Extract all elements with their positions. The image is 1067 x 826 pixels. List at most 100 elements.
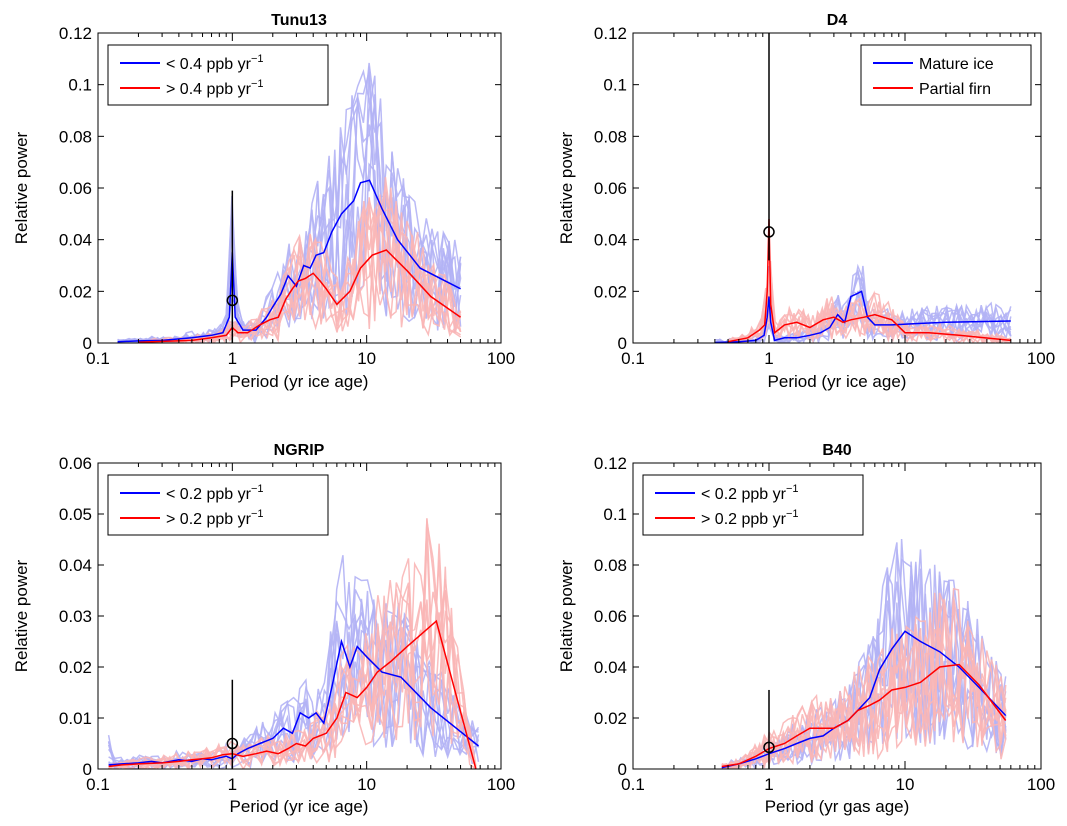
y-tick-label: 0.1 bbox=[603, 505, 627, 524]
y-tick-label: 0.08 bbox=[594, 556, 627, 575]
panel-tunu13: Tunu13 Period (yr ice age) Relative powe… bbox=[12, 12, 515, 391]
x-tick-label: 1 bbox=[764, 775, 773, 794]
legend-unit-exponent: −1 bbox=[251, 483, 264, 495]
y-tick-label: 0.12 bbox=[59, 24, 92, 43]
legend: < 0.2 ppb yr−1 > 0.2 ppb yr−1 bbox=[107, 474, 329, 536]
x-axis-label: Period (yr ice age) bbox=[768, 372, 907, 391]
panel-title: Tunu13 bbox=[271, 12, 327, 29]
series-line bbox=[727, 218, 1011, 343]
x-tick-label: 100 bbox=[1027, 349, 1055, 368]
y-axis-label: Relative power bbox=[557, 131, 576, 244]
legend-label: < 0.2 ppb yr−1 bbox=[701, 483, 799, 503]
legend-unit-exponent: −1 bbox=[251, 508, 264, 520]
y-tick-label: 0.1 bbox=[68, 76, 92, 95]
x-axis-label: Period (yr ice age) bbox=[230, 797, 369, 816]
panel-title: NGRIP bbox=[274, 442, 325, 459]
y-tick-label: 0.02 bbox=[59, 282, 92, 301]
annual-marker bbox=[226, 294, 239, 307]
legend-unit-exponent: −1 bbox=[786, 508, 799, 520]
x-tick-label: 10 bbox=[357, 349, 376, 368]
y-tick-label: 0.12 bbox=[594, 24, 627, 43]
x-tick-label: 1 bbox=[228, 775, 237, 794]
legend: Mature ice Partial firn bbox=[860, 44, 1032, 106]
legend-label: Mature ice bbox=[919, 56, 994, 73]
y-tick-label: 0.1 bbox=[603, 76, 627, 95]
x-tick-label: 10 bbox=[357, 775, 376, 794]
panel-b40: B40 Period (yr gas age) Relative power 0… bbox=[557, 442, 1055, 816]
x-tick-label: 1 bbox=[764, 349, 773, 368]
legend: < 0.4 ppb yr−1 > 0.4 ppb yr−1 bbox=[107, 44, 329, 106]
legend-unit-exponent: −1 bbox=[251, 78, 264, 90]
individual-spectrum bbox=[138, 208, 461, 343]
y-tick-label: 0.06 bbox=[59, 179, 92, 198]
x-tick-label: 1 bbox=[228, 349, 237, 368]
y-tick-label: 0.08 bbox=[594, 127, 627, 146]
series-line bbox=[108, 619, 477, 769]
y-axis-label: Relative power bbox=[12, 559, 31, 672]
legend-label: Partial firn bbox=[919, 81, 991, 98]
x-tick-label: 0.1 bbox=[621, 775, 645, 794]
y-tick-label: 0.03 bbox=[59, 607, 92, 626]
y-axis-label: Relative power bbox=[557, 559, 576, 672]
legend-box bbox=[107, 474, 329, 536]
x-axis-label: Period (yr ice age) bbox=[230, 372, 369, 391]
y-tick-label: 0.04 bbox=[594, 231, 627, 250]
x-tick-label: 100 bbox=[487, 775, 515, 794]
x-axis-label: Period (yr gas age) bbox=[765, 797, 910, 816]
y-tick-label: 0.12 bbox=[594, 454, 627, 473]
panel-ngrip: NGRIP Period (yr ice age) Relative power… bbox=[12, 442, 515, 816]
panel-title: D4 bbox=[827, 12, 848, 29]
y-axis-label: Relative power bbox=[12, 131, 31, 244]
legend-label: < 0.4 ppb yr−1 bbox=[166, 53, 264, 73]
legend-label: > 0.4 ppb yr−1 bbox=[166, 78, 264, 98]
series-line bbox=[108, 638, 479, 766]
annual-marker bbox=[763, 226, 775, 238]
y-tick-label: 0 bbox=[618, 334, 627, 353]
legend: < 0.2 ppb yr−1 > 0.2 ppb yr−1 bbox=[642, 474, 864, 536]
series-line bbox=[117, 179, 461, 343]
x-tick-label: 0.1 bbox=[86, 349, 110, 368]
legend-label: < 0.2 ppb yr−1 bbox=[166, 483, 264, 503]
legend-unit-exponent: −1 bbox=[786, 483, 799, 495]
legend-box bbox=[107, 44, 329, 106]
legend-label: > 0.2 ppb yr−1 bbox=[701, 508, 799, 528]
legend-box bbox=[642, 474, 864, 536]
annual-marker bbox=[226, 737, 239, 750]
y-tick-label: 0.05 bbox=[59, 505, 92, 524]
y-tick-label: 0.04 bbox=[594, 658, 627, 677]
x-tick-label: 10 bbox=[896, 349, 915, 368]
plot-area bbox=[107, 518, 480, 769]
x-tick-label: 100 bbox=[487, 349, 515, 368]
y-tick-label: 0.02 bbox=[594, 282, 627, 301]
y-tick-label: 0.06 bbox=[59, 454, 92, 473]
individual-spectrum bbox=[108, 521, 477, 769]
plot-area bbox=[714, 218, 1012, 343]
y-tick-label: 0 bbox=[83, 334, 92, 353]
annual-marker bbox=[763, 741, 775, 754]
x-tick-label: 0.1 bbox=[621, 349, 645, 368]
legend-box bbox=[860, 44, 1032, 106]
y-tick-label: 0.04 bbox=[59, 231, 92, 250]
y-tick-label: 0.04 bbox=[59, 556, 92, 575]
y-tick-label: 0.06 bbox=[594, 607, 627, 626]
y-tick-label: 0.06 bbox=[594, 179, 627, 198]
panel-d4: D4 Period (yr ice age) Relative power 00… bbox=[557, 12, 1055, 391]
individual-spectrum bbox=[108, 538, 477, 769]
x-tick-label: 0.1 bbox=[86, 775, 110, 794]
x-tick-label: 10 bbox=[896, 775, 915, 794]
individual-spectrum bbox=[108, 590, 477, 769]
plot-area bbox=[721, 538, 1007, 769]
legend-unit-exponent: −1 bbox=[251, 53, 264, 65]
panel-title: B40 bbox=[822, 442, 851, 459]
series-line bbox=[721, 663, 1007, 768]
y-tick-label: 0.08 bbox=[59, 127, 92, 146]
individual-spectrum bbox=[117, 75, 462, 343]
y-tick-label: 0 bbox=[618, 760, 627, 779]
y-tick-label: 0 bbox=[83, 760, 92, 779]
series-line bbox=[714, 290, 1011, 343]
legend-label: > 0.2 ppb yr−1 bbox=[166, 508, 264, 528]
y-tick-label: 0.02 bbox=[59, 658, 92, 677]
y-tick-label: 0.01 bbox=[59, 709, 92, 728]
x-tick-label: 100 bbox=[1027, 775, 1055, 794]
